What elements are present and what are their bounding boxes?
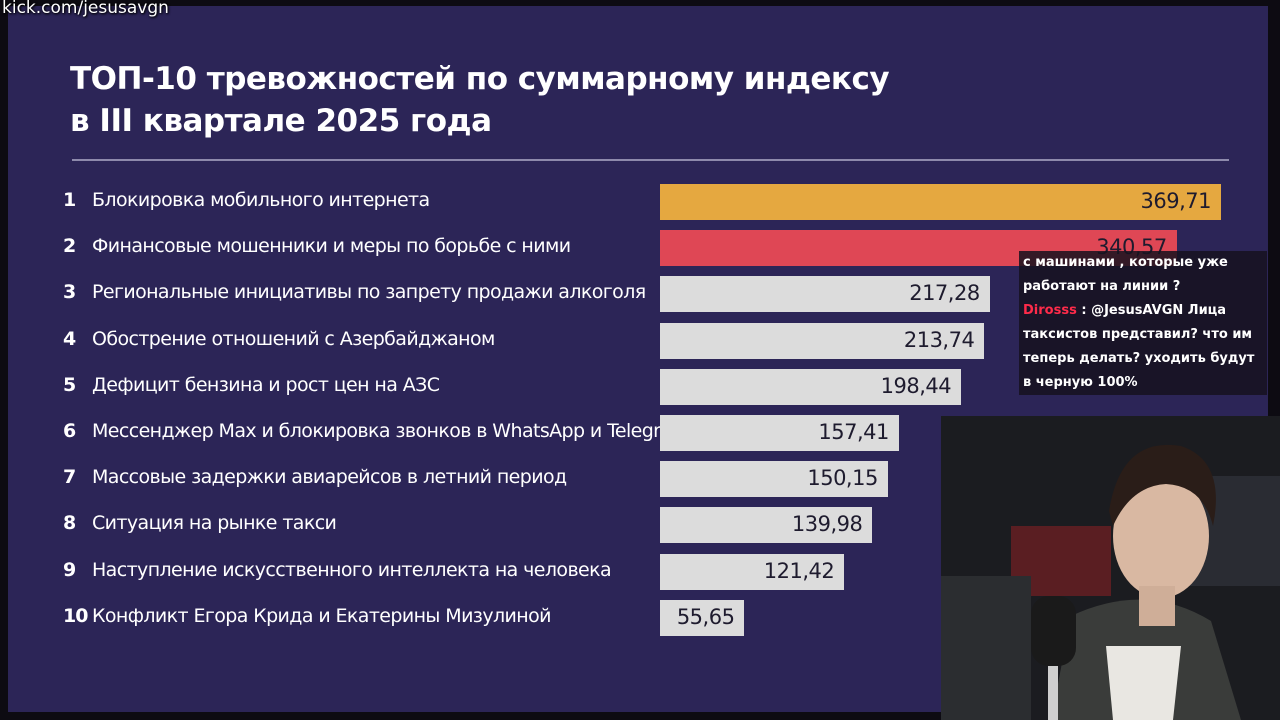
rank-number: 9	[63, 558, 76, 581]
title-line-1: ТОП-10 тревожностей по суммарному индекс…	[70, 61, 890, 97]
chat-message-text: : @JesusAVGN Лица таксистов представил? …	[1023, 303, 1255, 390]
title-divider	[72, 159, 1229, 161]
bar-value-label: 213,74	[903, 327, 975, 352]
chat-message: Dirosss : @JesusAVGN Лица таксистов пред…	[1023, 299, 1263, 395]
bar	[660, 184, 1221, 220]
category-label: Ситуация на рынке такси	[92, 512, 337, 535]
category-label: Обострение отношений с Азербайджаном	[92, 327, 495, 350]
bar-value-label: 157,41	[818, 420, 889, 444]
category-label: Региональные инициативы по запрету прода…	[92, 281, 646, 304]
streamer-webcam-image	[941, 416, 1280, 720]
bar-value-label: 198,44	[880, 373, 952, 398]
bar-value-label: 369,71	[1140, 189, 1212, 213]
rank-number: 5	[63, 373, 76, 396]
category-label: Массовые задержки авиарейсов в летний пе…	[92, 466, 567, 489]
bar	[660, 276, 990, 313]
bar	[660, 322, 985, 359]
rank-number: 4	[63, 327, 76, 350]
category-label: Финансовые мошенники и меры по борьбе с …	[92, 235, 571, 258]
bar	[660, 368, 962, 405]
rank-number: 7	[63, 466, 76, 489]
chat-username: Dirosss	[1023, 303, 1077, 318]
title-line-2: в III квартале 2025 года	[70, 103, 492, 139]
bar-value-label: 150,15	[807, 466, 878, 491]
bar	[660, 553, 845, 590]
category-label: Блокировка мобильного интернета	[92, 189, 430, 211]
rank-number: 1	[63, 189, 76, 211]
chat-message-previous: с машинами , которые уже работают на лин…	[1023, 255, 1228, 294]
category-label: Мессенджер Max и блокировка звонков в Wh…	[92, 420, 690, 442]
chat-overlay: с машинами , которые уже работают на лин…	[1019, 251, 1267, 395]
bar-value-label: 217,28	[909, 281, 980, 306]
stream-watermark: kick.com/jesusavgn	[2, 0, 169, 18]
chart-title: ТОП-10 тревожностей по суммарному индекс…	[70, 58, 970, 142]
bar	[660, 599, 745, 636]
rank-number: 2	[63, 235, 76, 258]
rank-number: 3	[63, 281, 76, 304]
bar	[660, 415, 899, 451]
bar	[660, 507, 873, 544]
category-label: Дефицит бензина и рост цен на АЗС	[92, 373, 440, 396]
bar	[660, 461, 888, 498]
bar-value-label: 139,98	[791, 512, 863, 537]
webcam-feed	[941, 416, 1280, 720]
rank-number: 6	[63, 420, 76, 442]
rank-number: 10	[63, 604, 88, 627]
bar-value-label: 55,65	[676, 604, 735, 629]
category-label: Наступление искусственного интеллекта на…	[92, 558, 612, 581]
bar-value-label: 121,42	[763, 558, 835, 583]
rank-number: 8	[63, 512, 76, 535]
category-label: Конфликт Егора Крида и Екатерины Мизулин…	[92, 604, 551, 627]
